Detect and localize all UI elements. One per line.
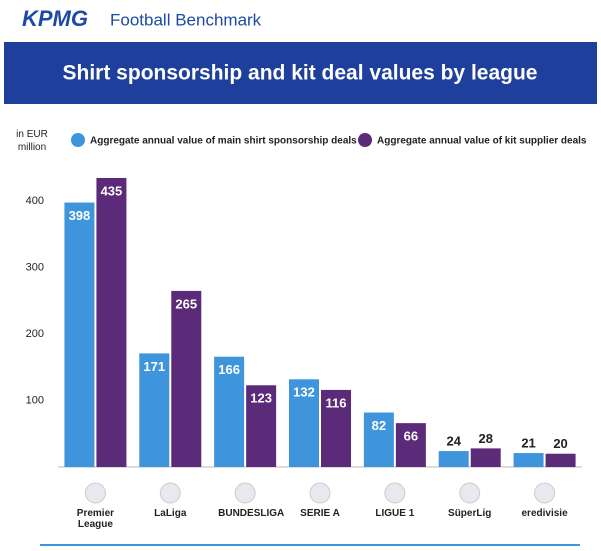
value-label: 398 — [69, 208, 91, 223]
y-axis-label: in EUR million — [16, 129, 48, 153]
bar — [96, 177, 127, 467]
bar — [438, 451, 469, 467]
x-tick-label: SERIE A — [300, 508, 340, 519]
x-tick-label: LIGUE 1 — [375, 508, 415, 519]
bar — [139, 353, 170, 467]
chart-title: Shirt sponsorship and kit deal values by… — [63, 62, 538, 85]
value-label: 28 — [478, 431, 492, 446]
league-logo — [384, 482, 406, 504]
brand-logo: KPMG — [22, 6, 88, 31]
bar — [545, 453, 576, 467]
bar — [171, 290, 202, 467]
value-label: 171 — [143, 359, 165, 374]
x-tick-label: SüperLig — [448, 508, 492, 519]
legend-marker — [358, 133, 372, 147]
league-logo — [534, 482, 556, 504]
league-logo — [159, 482, 181, 504]
brand-name: Football Benchmark — [110, 10, 262, 29]
legend-label: Aggregate annual value of main shirt spo… — [90, 136, 357, 147]
value-label: 116 — [326, 395, 347, 410]
league-logo — [84, 482, 106, 504]
value-label: 21 — [521, 435, 535, 450]
bar — [246, 385, 277, 467]
y-tick-label: 200 — [26, 328, 44, 340]
bar — [395, 423, 426, 467]
value-label: 265 — [175, 296, 197, 311]
value-label: 132 — [293, 385, 315, 400]
value-label: 166 — [218, 362, 240, 377]
y-tick-label: 400 — [26, 195, 44, 207]
league-logo — [459, 482, 481, 504]
y-tick-label: 300 — [26, 262, 44, 274]
value-label: 20 — [553, 436, 567, 451]
bar — [214, 356, 245, 467]
bar — [64, 202, 95, 467]
x-tick-label: Premier League — [76, 508, 115, 530]
legend-label: Aggregate annual value of kit supplier d… — [377, 136, 587, 147]
x-tick-label: eredivisie — [521, 508, 568, 519]
x-tick-label: LaLiga — [154, 508, 187, 519]
value-label: 435 — [101, 183, 123, 198]
bar — [513, 453, 544, 467]
value-label: 123 — [250, 391, 272, 406]
value-label: 82 — [372, 418, 386, 433]
legend-marker — [71, 133, 85, 147]
value-label: 24 — [446, 433, 461, 448]
bar — [470, 448, 501, 467]
league-logo — [234, 482, 256, 504]
bar — [321, 389, 351, 467]
y-tick-label: 100 — [26, 394, 44, 406]
bar — [289, 379, 319, 467]
league-logo — [309, 482, 331, 504]
bar — [363, 412, 394, 467]
value-label: 66 — [404, 429, 418, 444]
x-tick-label: BUNDESLIGA — [218, 508, 285, 519]
title-banner — [4, 42, 597, 104]
